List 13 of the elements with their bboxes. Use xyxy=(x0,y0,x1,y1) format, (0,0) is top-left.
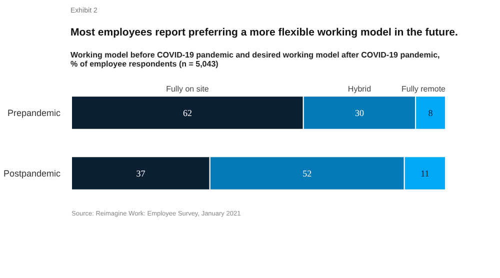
series-label: Fully remote xyxy=(401,84,446,94)
series-label: Hybrid xyxy=(348,84,372,94)
chart-subtitle: Working model before COVID-19 pandemic and desired working model after COVID-19 pandemic, % of employee respondents (n = 5,043) xyxy=(70,50,440,68)
y-tick-label: Prepandemic xyxy=(7,108,61,118)
data-label: 52 xyxy=(302,168,312,178)
chart-title: Most employees report preferring a more flexible working model in the future. xyxy=(70,26,458,38)
series-label: Fully on site xyxy=(166,84,210,94)
data-label: 30 xyxy=(354,108,364,118)
data-label: 62 xyxy=(182,108,192,118)
y-tick-label: Postpandemic xyxy=(3,168,61,178)
data-label: 37 xyxy=(136,168,146,178)
data-label: 11 xyxy=(420,168,430,178)
data-label: 8 xyxy=(428,108,434,118)
